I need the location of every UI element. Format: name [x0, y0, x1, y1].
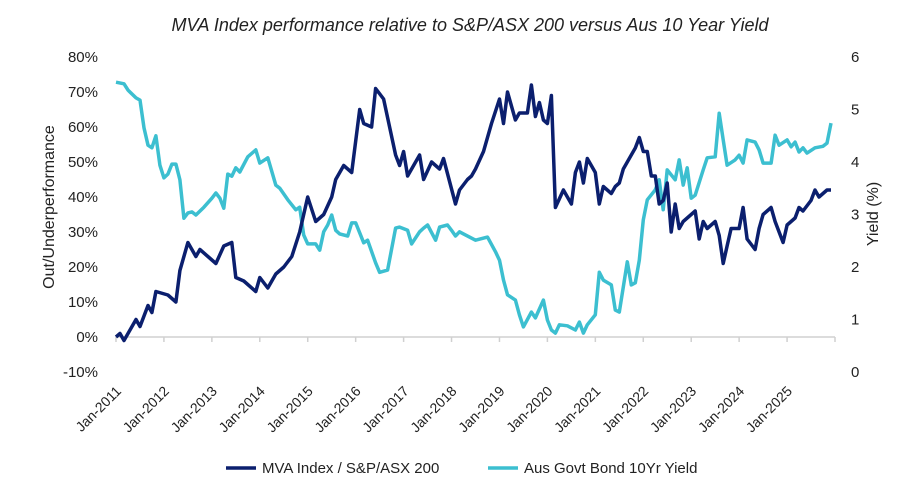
- y2-tick-label: 4: [851, 154, 859, 171]
- y-tick-label: 0%: [76, 329, 98, 346]
- y-tick-label: -10%: [63, 364, 98, 381]
- x-tick-label: Jan-2020: [503, 383, 556, 436]
- y-tick-label: 20%: [68, 259, 98, 276]
- x-tick-label: Jan-2011: [72, 383, 124, 435]
- x-tick-label: Jan-2017: [359, 383, 412, 436]
- y-tick-label: 40%: [68, 189, 98, 206]
- x-tick-label: Jan-2012: [119, 383, 172, 436]
- y-tick-label: 30%: [68, 224, 98, 241]
- x-tick-label: Jan-2023: [647, 383, 700, 436]
- y2-tick-label: 0: [851, 364, 859, 381]
- y-tick-label: 80%: [68, 49, 98, 66]
- x-tick-label: Jan-2014: [215, 383, 268, 436]
- plot-area: [114, 80, 833, 343]
- y-tick-label: 60%: [68, 119, 98, 136]
- y2-tick-label: 2: [851, 259, 859, 276]
- y2-tick-label: 6: [851, 49, 859, 66]
- x-tick-label: Jan-2015: [263, 383, 316, 436]
- y2-axis: 0 1 2 3 4 5 6: [851, 49, 859, 381]
- y2-tick-label: 5: [851, 102, 859, 119]
- x-tick-label: Jan-2025: [743, 383, 796, 436]
- y2-tick-label: 1: [851, 312, 859, 329]
- x-tick-label: Jan-2018: [407, 383, 460, 436]
- y-tick-label: 70%: [68, 84, 98, 101]
- x-axis: Jan-2011Jan-2012Jan-2013Jan-2014Jan-2015…: [72, 336, 836, 436]
- x-tick-label: Jan-2022: [599, 383, 652, 436]
- y-tick-label: 10%: [68, 294, 98, 311]
- x-tick-label: Jan-2013: [167, 383, 220, 436]
- x-tick-label: Jan-2019: [455, 383, 508, 436]
- series-line-yield: [115, 80, 833, 335]
- y-tick-label: 50%: [68, 154, 98, 171]
- legend-label: Aus Govt Bond 10Yr Yield: [524, 460, 697, 477]
- y-axis: -10% 0% 10% 20% 30% 40% 50% 60% 70% 80%: [63, 49, 98, 381]
- y2-tick-label: 3: [851, 207, 859, 224]
- y2-axis-label: Yield (%): [865, 182, 882, 246]
- x-tick-label: Jan-2024: [695, 383, 748, 436]
- legend: MVA Index / S&P/ASX 200 Aus Govt Bond 10Y…: [226, 460, 697, 477]
- series-line-mva: [114, 83, 831, 343]
- legend-label: MVA Index / S&P/ASX 200: [262, 460, 439, 477]
- y-axis-label: Out/Underperformance: [41, 125, 58, 289]
- x-tick-label: Jan-2016: [311, 383, 364, 436]
- chart-title: MVA Index performance relative to S&P/AS…: [171, 15, 769, 35]
- x-tick-label: Jan-2021: [551, 383, 604, 436]
